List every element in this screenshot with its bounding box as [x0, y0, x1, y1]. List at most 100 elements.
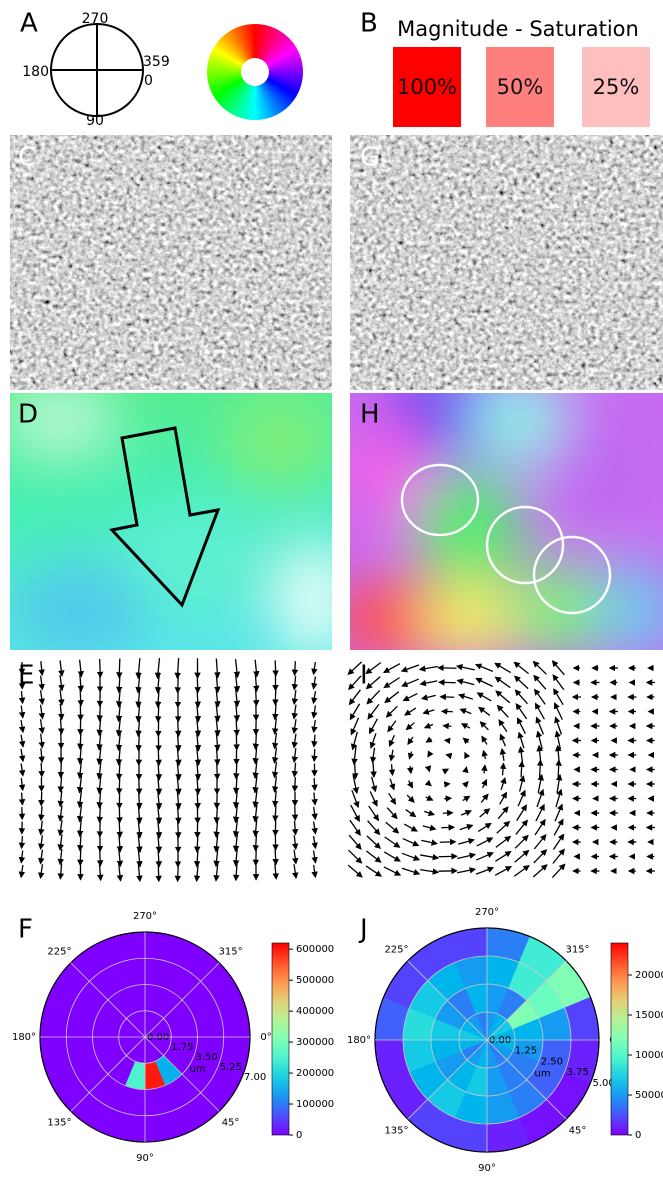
quiver-arrow: [294, 705, 296, 719]
flow-blob: [345, 410, 425, 530]
quiver-arrow: [41, 748, 42, 762]
quiver-arrow: [518, 791, 525, 806]
quiver-arrow: [256, 732, 257, 749]
panel-label: F: [18, 915, 33, 945]
flow-blobs: [330, 370, 663, 660]
quiver-arrow: [275, 805, 276, 820]
flow-map: [330, 370, 663, 660]
theta-tick-label: 180°: [12, 1032, 36, 1043]
quiver-arrow: [495, 852, 510, 862]
colorbar: [611, 943, 628, 1135]
panel-label: G: [360, 143, 380, 173]
orientation-label: 180: [22, 64, 49, 80]
colorbar-tick-label: 100000: [635, 1050, 663, 1061]
quiver-arrow: [499, 720, 507, 732]
quiver-arrow: [535, 820, 545, 835]
quiver-arrow: [521, 762, 522, 777]
quiver-arrow: [516, 690, 528, 703]
panel-label: E: [18, 661, 34, 691]
quiver-arrow: [553, 835, 563, 850]
quiver-arrow: [350, 690, 361, 704]
quiver-arrow: [386, 822, 399, 833]
quiver-arrow: [60, 820, 62, 835]
quiver-arrow: [390, 779, 394, 790]
quiver-arrow: [80, 834, 81, 851]
quiver-arrow: [385, 837, 400, 847]
quiver-arrow: [41, 763, 42, 777]
quiver-arrow: [426, 797, 433, 800]
quiver-arrow: [60, 718, 61, 733]
quiver-arrow: [484, 751, 486, 759]
quiver-arrow: [350, 704, 359, 719]
quiver-arrow: [158, 861, 159, 881]
quiver-arrow: [464, 782, 468, 786]
quiver-arrow: [275, 718, 277, 733]
microscopy-image: [10, 135, 332, 390]
quiver-arrow: [535, 690, 545, 705]
quiver-arrow: [501, 735, 506, 747]
quiver-arrow: [41, 661, 42, 675]
panel-label: B: [360, 9, 378, 39]
r-tick-label: 1.25: [515, 1046, 537, 1057]
r-unit: um: [190, 1064, 206, 1075]
quiver-arrow: [408, 737, 413, 744]
quiver-arrow: [445, 740, 450, 741]
quiver-arrow: [447, 755, 449, 756]
quiver-arrow: [476, 853, 493, 860]
theta-tick-label: 315°: [565, 944, 589, 955]
quiver-arrow: [444, 726, 452, 727]
quiver-arrow: [255, 819, 257, 836]
quiver-arrow: [534, 662, 547, 675]
quiver-arrow: [294, 676, 295, 690]
quiver-arrow: [402, 679, 419, 686]
quiver-arrow: [275, 791, 276, 806]
quiver-arrow: [41, 864, 43, 878]
quiver-arrow: [275, 762, 277, 777]
quiver-arrow: [441, 697, 455, 698]
quiver-arrow: [367, 690, 379, 703]
quiver-arrow: [476, 868, 493, 874]
quiver-arrow: [294, 821, 295, 835]
panel-label: C: [18, 143, 36, 173]
quiver-arrow: [392, 764, 393, 775]
quiver-arrow: [21, 749, 23, 761]
quiver-arrow: [540, 761, 541, 779]
quiver-arrow: [496, 691, 510, 703]
colorbar-tick-label: 500000: [296, 975, 334, 986]
quiver-arrow: [367, 677, 381, 689]
quiver-arrow: [41, 705, 43, 719]
quiver-arrow: [353, 732, 358, 749]
quiver-arrow: [534, 835, 545, 849]
quiver-arrow: [495, 663, 510, 672]
quiver-arrow: [60, 834, 62, 849]
quiver-arrow: [477, 838, 492, 846]
quiver-arrow: [41, 835, 43, 849]
quiver-arrow: [314, 793, 315, 805]
quiver-arrow: [41, 719, 43, 733]
quiver-arrow: [427, 739, 432, 742]
quiver-arrow: [60, 849, 62, 864]
colorbar-tick-label: 600000: [296, 944, 334, 955]
quiver-arrow: [479, 708, 490, 716]
theta-tick-label: 135°: [47, 1118, 71, 1129]
quiver-arrow: [534, 850, 546, 863]
quiver-arrow: [553, 661, 565, 675]
theta-tick-label: 90°: [136, 1153, 154, 1164]
quiver-arrow: [538, 732, 542, 749]
colorbar-tick-label: 300000: [296, 1037, 334, 1048]
quiver-arrow: [41, 676, 43, 690]
quiver-arrow: [314, 662, 316, 674]
quiver-arrow: [314, 851, 316, 863]
quiver-arrow: [275, 660, 276, 675]
quiver-arrow: [516, 821, 527, 835]
quiver-arrow: [369, 806, 379, 820]
quiver-arrow: [349, 850, 362, 863]
quiver-arrow: [367, 836, 380, 848]
quiver-arrow: [536, 805, 544, 821]
quiver-arrow: [314, 691, 316, 703]
saturation-label: 100%: [397, 75, 457, 99]
quiver-arrow: [275, 747, 277, 762]
quiver-arrow: [314, 677, 316, 689]
quiver-arrow: [424, 811, 434, 814]
quiver-arrow: [427, 782, 431, 785]
